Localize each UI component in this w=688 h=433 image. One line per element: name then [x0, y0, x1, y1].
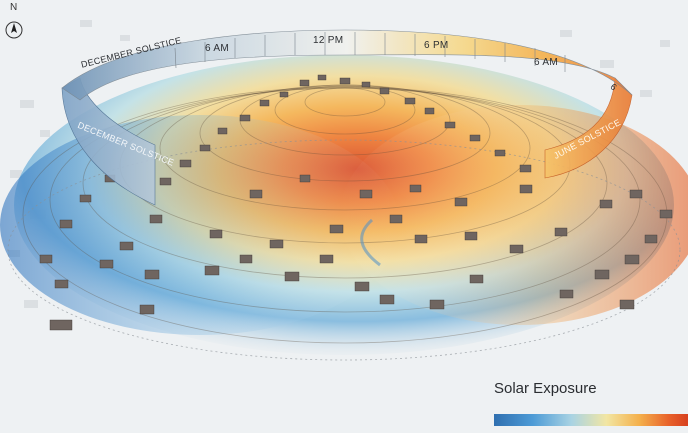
sun-path-arrow — [360, 218, 381, 267]
north-label: N — [10, 2, 18, 13]
hour-label-6am-right: 6 AM — [534, 57, 558, 68]
legend-title: Solar Exposure — [494, 380, 597, 397]
hour-label-6pm: 6 PM — [424, 40, 449, 51]
ring-top-band — [61, 29, 633, 101]
north-arrow-icon — [5, 21, 23, 39]
legend-color-bar — [494, 414, 688, 426]
ring-left-wall — [61, 77, 156, 206]
outer-orbit-line — [7, 139, 681, 361]
ring-hour-ticks — [174, 32, 566, 72]
hour-label-12pm: 12 PM — [313, 35, 344, 46]
terrain-buildings — [39, 74, 673, 331]
hour-label-6am-left: 6 AM — [205, 43, 229, 54]
cool-overlay — [0, 115, 400, 335]
